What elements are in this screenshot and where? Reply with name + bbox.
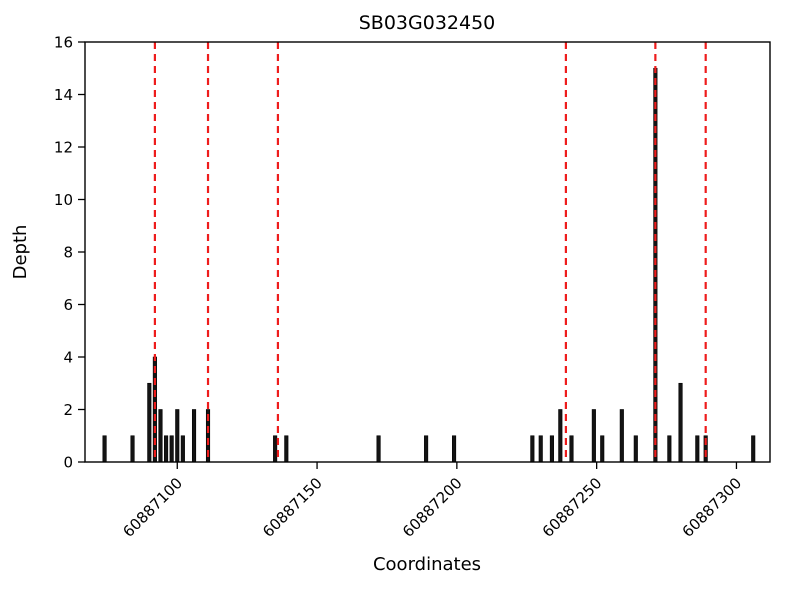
depth-bar	[591, 409, 596, 463]
y-tick-label: 0	[63, 454, 73, 472]
depth-bar	[667, 435, 672, 463]
x-axis-label: Coordinates	[373, 554, 481, 575]
y-tick-label: 8	[63, 244, 73, 262]
depth-bar	[538, 435, 543, 463]
depth-bar	[273, 435, 278, 463]
depth-bar	[530, 435, 535, 463]
y-tick-label: 2	[63, 401, 73, 419]
depth-bar	[424, 435, 429, 463]
depth-bar	[678, 382, 683, 463]
ticks-layer: 0 2 4 6 8 10 12 14 16 60887100 60887150 60887200 608…	[54, 34, 745, 541]
red-dashed-lines-layer	[153, 42, 707, 462]
depth-bar	[619, 409, 624, 463]
chart-title: SB03G032450	[359, 12, 496, 34]
depth-bar	[558, 409, 563, 463]
depth-bar	[695, 435, 700, 463]
depth-bar	[169, 435, 174, 463]
depth-bar	[191, 409, 197, 463]
depth-bar	[284, 435, 289, 463]
plot-frame	[84, 41, 771, 463]
depth-bar	[164, 435, 169, 463]
y-tick-label: 10	[54, 191, 73, 209]
depth-bar	[633, 435, 638, 463]
x-tick-label: 60887200	[399, 474, 466, 541]
depth-bar	[600, 435, 605, 463]
depth-bar	[376, 435, 381, 463]
x-tick-label: 60887250	[539, 474, 606, 541]
y-axis-label: Depth	[10, 225, 31, 280]
y-tick-label: 6	[63, 296, 73, 314]
y-tick-label: 4	[63, 349, 73, 367]
depth-bar	[175, 409, 180, 463]
x-tick-label: 60887150	[259, 474, 326, 541]
depth-bar	[158, 409, 163, 463]
depth-bar	[569, 435, 574, 463]
x-tick-label: 60887300	[679, 474, 746, 541]
x-tick-label: 60887100	[119, 474, 186, 541]
depth-bar	[102, 435, 107, 463]
axes-layer	[84, 41, 771, 463]
depth-bar	[180, 435, 185, 463]
depth-bar	[130, 435, 135, 463]
y-tick-label: 14	[54, 86, 73, 104]
depth-bar	[452, 435, 457, 463]
y-tick-label: 16	[54, 34, 73, 52]
depth-bar	[549, 435, 554, 463]
y-tick-label: 12	[54, 139, 73, 157]
depth-bar	[751, 435, 756, 463]
depth-bar	[147, 382, 152, 463]
bars-layer	[102, 67, 756, 463]
